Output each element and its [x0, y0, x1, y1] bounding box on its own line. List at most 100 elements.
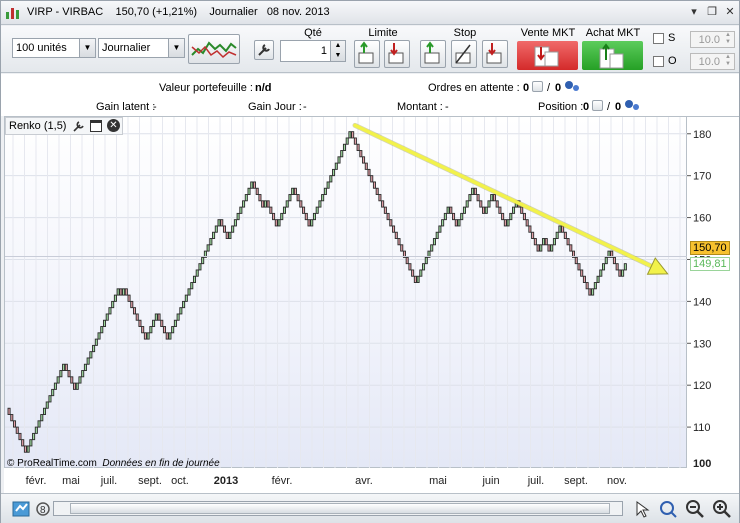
chart-indicator-icon — [191, 41, 237, 59]
renko-brick-down — [411, 269, 415, 277]
qty-value: 1 — [320, 45, 327, 57]
unrealized-gain-label: Gain latent : — [96, 101, 156, 113]
renko-brick-up — [280, 212, 284, 221]
refresh-icon[interactable] — [11, 499, 31, 519]
renko-brick-up — [56, 376, 60, 384]
limit-buy-button[interactable] — [354, 40, 380, 68]
window-icon[interactable] — [90, 120, 102, 132]
x-tick-label: juin — [481, 475, 499, 487]
scale-icon[interactable]: 8 — [35, 498, 51, 520]
s-value-input[interactable]: 10.0 ▲ ▼ — [690, 31, 735, 48]
renko-brick-down — [130, 300, 134, 309]
chart-panel[interactable] — [4, 116, 688, 470]
ticker-name: VIRP - VIRBAC — [27, 6, 104, 18]
renko-brick-up — [263, 200, 267, 208]
portfolio-value: n/d — [255, 82, 272, 94]
renko-brick-up — [462, 206, 466, 214]
qty-input[interactable]: 1 ▲ ▼ — [280, 40, 346, 62]
x-tick-label: 2013 — [214, 475, 238, 487]
qty-label: Qté — [304, 27, 322, 39]
o-value-input[interactable]: 10.0 ▲ ▼ — [690, 53, 735, 70]
sell-market-button[interactable] — [517, 41, 578, 70]
stop-loss-button[interactable] — [482, 40, 508, 68]
renko-brick-down — [615, 263, 619, 271]
renko-brick-down — [252, 181, 256, 189]
renko-brick-down — [70, 376, 74, 384]
renko-brick-down — [400, 244, 404, 252]
renko-brick-down — [580, 269, 584, 277]
renko-brick-up — [291, 187, 295, 195]
renko-brick-up — [315, 206, 319, 214]
renko-brick-down — [372, 181, 376, 189]
renko-brick-up — [40, 414, 44, 422]
pending-orders-count-2: 0 — [555, 82, 562, 94]
renko-brick-down — [394, 231, 398, 239]
renko-brick-up — [329, 175, 333, 183]
renko-brick-down — [561, 225, 565, 233]
close-icon[interactable]: ✕ — [107, 119, 120, 132]
renko-brick-up — [105, 313, 109, 321]
previous-price-tag: 149,81 — [690, 257, 730, 271]
chart-scrollbar[interactable] — [53, 501, 623, 516]
zoom-in-icon[interactable] — [712, 499, 732, 519]
chart-date: 08 nov. 2013 — [266, 6, 330, 18]
units-select[interactable]: 100 unités ▼ — [12, 38, 96, 58]
renko-brick-up — [92, 344, 96, 353]
limit-sell-button[interactable] — [384, 40, 410, 68]
order-toolbar: 100 unités ▼ Journalier ▼ Qté 1 ▲ ▼ Limit… — [1, 26, 739, 73]
gears-icon[interactable] — [624, 98, 640, 112]
o-stepper-icon[interactable]: ▲ ▼ — [725, 54, 731, 67]
cursor-icon[interactable] — [633, 499, 653, 519]
renko-brick-up — [599, 269, 603, 277]
renko-brick-up — [602, 263, 606, 271]
s-stepper-icon[interactable]: ▲ ▼ — [725, 32, 731, 45]
s-checkbox[interactable] — [653, 33, 664, 44]
renko-brick-down — [304, 212, 308, 221]
renko-brick-up — [285, 200, 289, 208]
position-list-icon[interactable] — [592, 100, 603, 111]
renko-brick-up — [83, 363, 87, 371]
qty-stepper-icon[interactable]: ▲ ▼ — [330, 41, 345, 61]
renko-brick-down — [577, 263, 581, 271]
stop-buy-button[interactable] — [420, 40, 446, 68]
x-tick-label: avr. — [355, 475, 373, 487]
o-checkbox[interactable] — [653, 56, 664, 67]
renko-brick-up — [149, 326, 153, 334]
gears-icon[interactable] — [564, 79, 580, 93]
close-button[interactable]: ✕ — [725, 6, 735, 18]
renko-brick-up — [340, 150, 344, 158]
renko-brick-down — [23, 445, 27, 453]
amount-value: - — [445, 101, 449, 113]
renko-brick-up — [198, 263, 202, 271]
renko-brick-up — [34, 426, 38, 434]
renko-brick-up — [558, 225, 562, 233]
minimize-button[interactable]: ▾ — [691, 6, 697, 18]
renko-chart[interactable] — [5, 117, 688, 470]
zoom-fit-icon[interactable] — [658, 499, 678, 519]
buy-market-button[interactable] — [582, 41, 643, 70]
renko-brick-up — [53, 382, 57, 390]
zoom-out-icon[interactable] — [685, 499, 705, 519]
renko-brick-down — [525, 219, 529, 227]
restore-button[interactable]: ❐ — [707, 6, 717, 18]
renko-brick-down — [582, 275, 586, 283]
y-axis: 100110120130140150160170180 — [687, 129, 711, 470]
wrench-icon[interactable] — [72, 120, 86, 136]
orders-list-icon[interactable] — [532, 81, 543, 92]
renko-brick-down — [225, 231, 229, 239]
wrench-settings-button[interactable] — [254, 40, 274, 60]
renko-brick-up — [231, 225, 235, 233]
period-select[interactable]: Journalier ▼ — [98, 38, 185, 58]
renko-brick-up — [607, 250, 611, 258]
portfolio-value-label: Valeur portefeuille : — [159, 82, 253, 94]
chart-type-button[interactable] — [188, 34, 240, 64]
renko-brick-down — [389, 219, 393, 227]
renko-brick-up — [593, 282, 597, 290]
renko-brick-down — [359, 150, 363, 158]
renko-brick-up — [75, 382, 79, 390]
renko-brick-up — [62, 363, 66, 371]
chevron-down-icon: ▼ — [168, 39, 184, 57]
stop-sell-button[interactable] — [451, 40, 477, 68]
scrollbar-thumb[interactable] — [70, 503, 610, 514]
renko-brick-up — [182, 300, 186, 309]
